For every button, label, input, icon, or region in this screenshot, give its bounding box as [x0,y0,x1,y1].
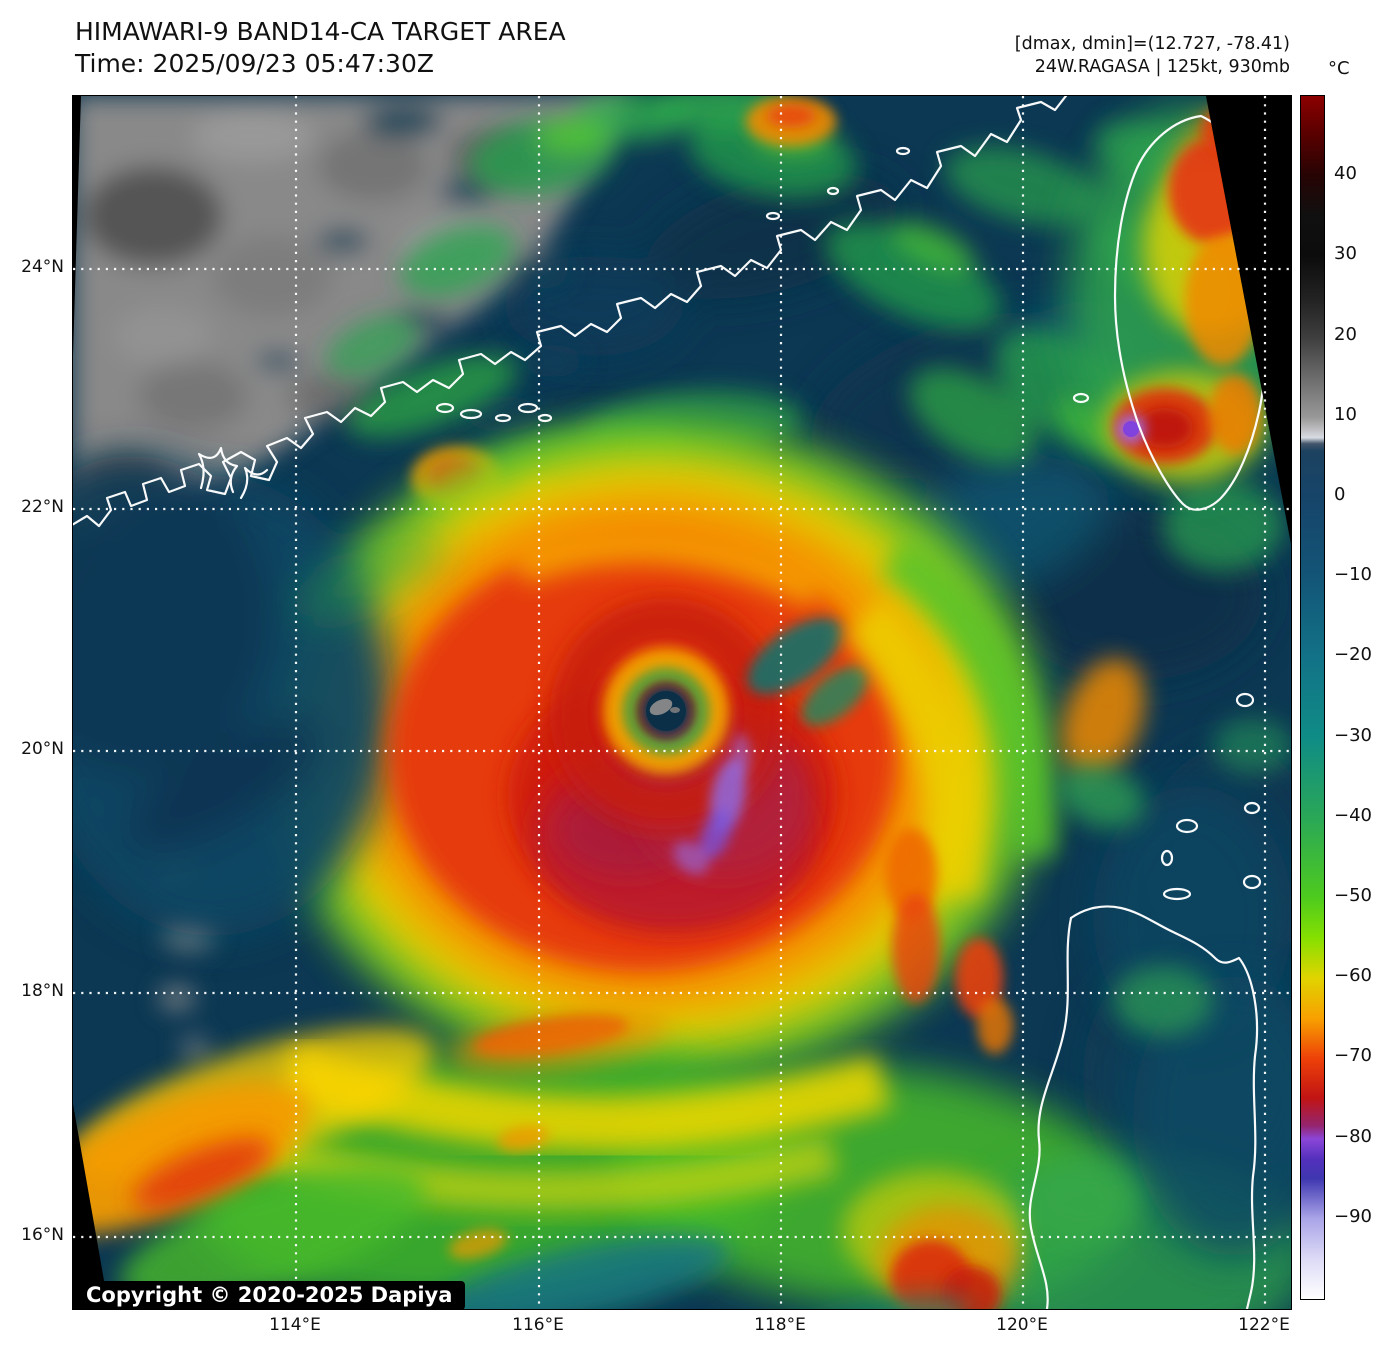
colorbar-unit-label: °C [1328,58,1350,79]
typhoon-eye [603,648,729,774]
satellite-scene [73,96,1291,1309]
storm-info: 24W.RAGASA | 125kt, 930mb [1034,57,1290,77]
lon-axis-label: 120°E [996,1315,1048,1335]
colorbar-tick-label: 40 [1334,163,1357,185]
lat-axis-label: 24°N [21,257,64,277]
latlon-grid [73,96,1291,1309]
island-outline [435,402,455,414]
island-outline [1175,818,1199,834]
colorbar-tick-label: −40 [1334,804,1372,826]
no-data-wedge-bottomleft [73,1104,109,1309]
copyright-badge: Copyright © 2020-2025 Dapiya [73,1281,466,1309]
pearl-delta-detail [197,446,239,494]
colorbar-tick-label: 0 [1334,484,1346,505]
island-outline [517,402,539,414]
header-left: HIMAWARI-9 BAND14-CA TARGET AREA Time: 2… [75,16,566,80]
cold-overshoot-purple [673,734,751,875]
dmax-dmin-readout: [dmax, dmin]=(12.727, -78.41) [1014,34,1290,54]
header-right: [dmax, dmin]=(12.727, -78.41) 24W.RAGASA… [1015,33,1290,79]
no-data-wedges [73,96,1291,1309]
lat-axis-label: 22°N [21,497,64,517]
island-outline [1160,849,1174,867]
lat-axis-label: 18°N [21,981,64,1001]
lon-axis-label: 122°E [1238,1315,1290,1335]
penghu-outline [1072,392,1090,404]
colorbar-tick-label: −90 [1334,1205,1372,1227]
temperature-colorbar [1300,95,1325,1300]
island-outline [1242,874,1262,890]
colorbar-tick-label: −50 [1334,885,1372,906]
colorbar-tick-label: −30 [1334,724,1372,746]
island-outline [826,186,840,196]
island-outline [1243,801,1261,815]
no-data-wedge-topright [1206,96,1291,544]
map-plot: Copyright © 2020-2025 Dapiya [72,95,1292,1310]
no-data-sliver-topleft [73,96,81,356]
colorbar-tick-label: 10 [1334,403,1357,425]
lon-axis-label: 114°E [269,1315,321,1335]
coastlines [73,96,1269,1309]
colorbar-tick-label: −60 [1334,965,1372,987]
island-outline [895,146,911,156]
island-outline [1235,692,1255,708]
colorbar-tick-label: −20 [1334,644,1372,666]
colorbar-tick-label: −80 [1334,1125,1372,1147]
lon-axis-label: 116°E [512,1315,564,1335]
colorbar-tick-label: 30 [1334,243,1357,265]
island-outline [459,408,483,420]
colorbar-tick-label: −10 [1334,564,1372,586]
west-ocean-clearing [73,456,447,936]
luzon-north-coastline [1069,905,1259,1309]
island-outline [494,413,512,423]
eye-gray-patch [649,698,673,716]
lat-axis-label: 20°N [21,739,64,759]
colorbar-tick-label: 20 [1334,323,1357,345]
colorbar-tick-label: −70 [1334,1045,1372,1067]
pearl-delta-detail-2 [239,466,269,500]
island-outline [1162,887,1192,901]
china-coastline [73,96,1068,528]
timestamp: Time: 2025/09/23 05:47:30Z [75,49,434,78]
luzon-west-coastline [1028,916,1073,1309]
lat-axis-label: 16°N [21,1225,64,1245]
lon-axis-label: 118°E [754,1315,806,1335]
rainbands [73,537,1291,1309]
island-outline [765,211,781,221]
page-title: HIMAWARI-9 BAND14-CA TARGET AREA [75,17,566,46]
